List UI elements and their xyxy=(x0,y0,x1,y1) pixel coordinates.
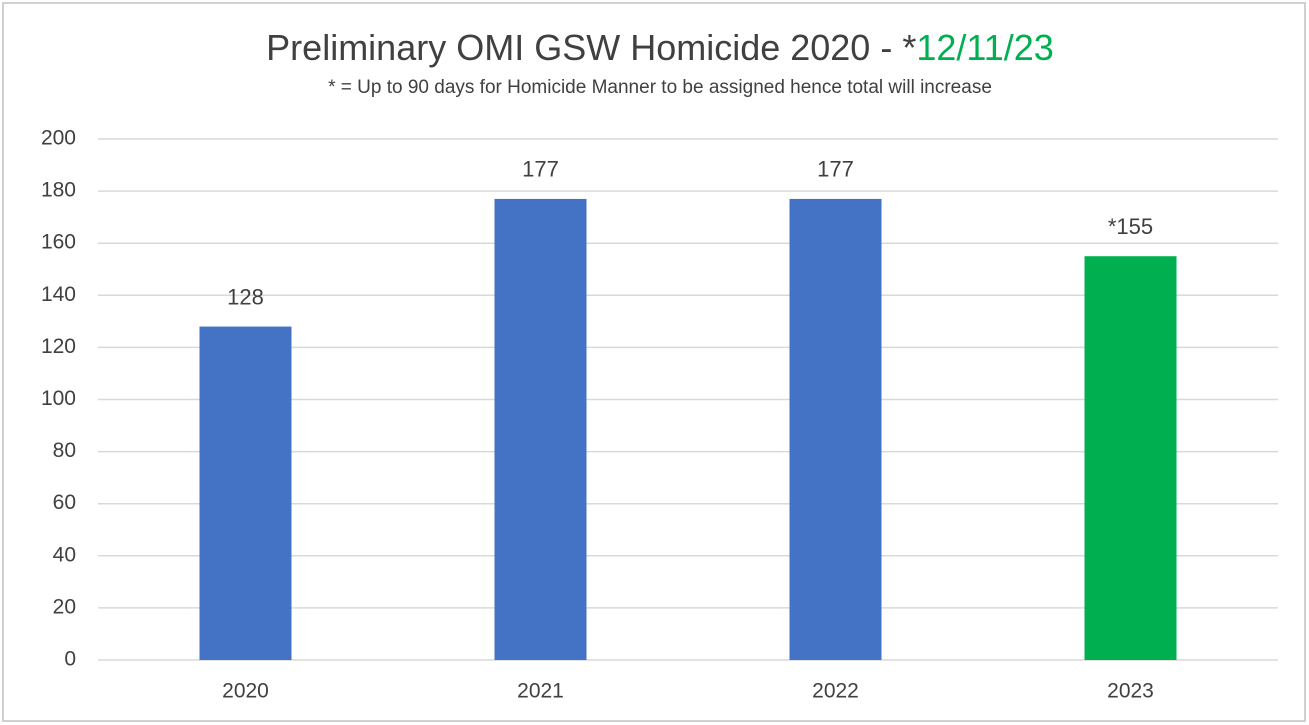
y-tick-label: 140 xyxy=(41,283,76,306)
y-tick-label: 180 xyxy=(41,179,76,202)
y-tick-label: 120 xyxy=(41,335,76,358)
data-label: *155 xyxy=(1108,214,1153,239)
x-tick-label: 2021 xyxy=(517,680,564,703)
x-tick-label: 2022 xyxy=(812,680,859,703)
bar xyxy=(494,198,587,661)
y-tick-label: 20 xyxy=(53,595,76,618)
data-label: 177 xyxy=(817,157,854,182)
title-main: Preliminary OMI GSW Homicide 2020 - * xyxy=(266,27,916,68)
y-tick-label: 80 xyxy=(53,439,76,462)
y-tick-label: 40 xyxy=(53,543,76,566)
x-tick-label: 2020 xyxy=(222,680,269,703)
y-tick-label: 160 xyxy=(41,231,76,254)
bar xyxy=(1084,256,1177,660)
data-label: 177 xyxy=(522,157,559,182)
title-date: 12/11/23 xyxy=(916,27,1053,68)
bar xyxy=(199,326,292,660)
y-tick-label: 200 xyxy=(41,127,76,150)
bar xyxy=(789,198,882,661)
chart-title: Preliminary OMI GSW Homicide 2020 - *12/… xyxy=(266,27,1054,68)
y-tick-label: 100 xyxy=(41,387,76,410)
y-tick-label: 0 xyxy=(64,648,76,671)
data-label: 128 xyxy=(227,284,264,309)
chart-subtitle: * = Up to 90 days for Homicide Manner to… xyxy=(328,77,992,98)
x-tick-label: 2023 xyxy=(1107,680,1154,703)
y-tick-label: 60 xyxy=(53,491,76,514)
